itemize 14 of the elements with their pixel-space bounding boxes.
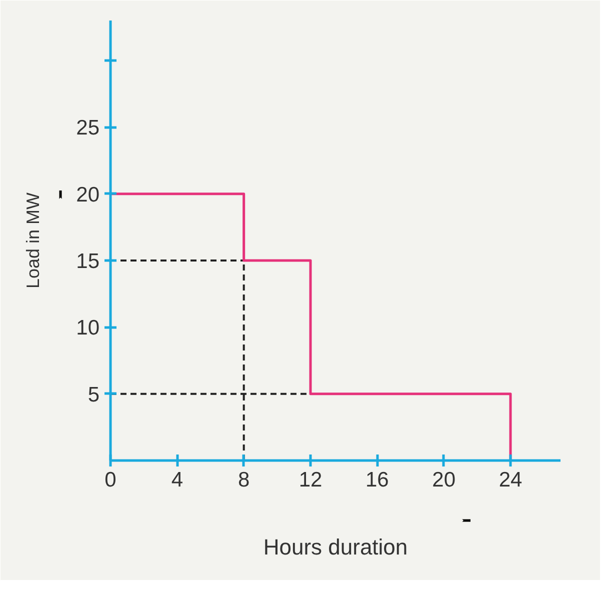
x-tick-label: 8 xyxy=(238,468,250,492)
x-tick-label: 20 xyxy=(432,468,456,492)
x-tick-label: 24 xyxy=(498,468,522,492)
x-tick-label: 12 xyxy=(298,468,322,492)
x-tick-label: 4 xyxy=(171,468,184,492)
y-tick-label: 25 xyxy=(76,116,100,140)
y-tick-label: 20 xyxy=(76,183,100,206)
y-axis-title: Load in MW xyxy=(23,192,44,289)
y-tick-label: 5 xyxy=(88,383,100,406)
x-tick-label: 0 xyxy=(104,468,116,492)
y-tick-label: 10 xyxy=(76,316,100,340)
x-axis-title: Hours duration xyxy=(263,534,408,560)
y-tick-label: 15 xyxy=(76,250,100,273)
x-tick-label: 16 xyxy=(365,468,389,492)
